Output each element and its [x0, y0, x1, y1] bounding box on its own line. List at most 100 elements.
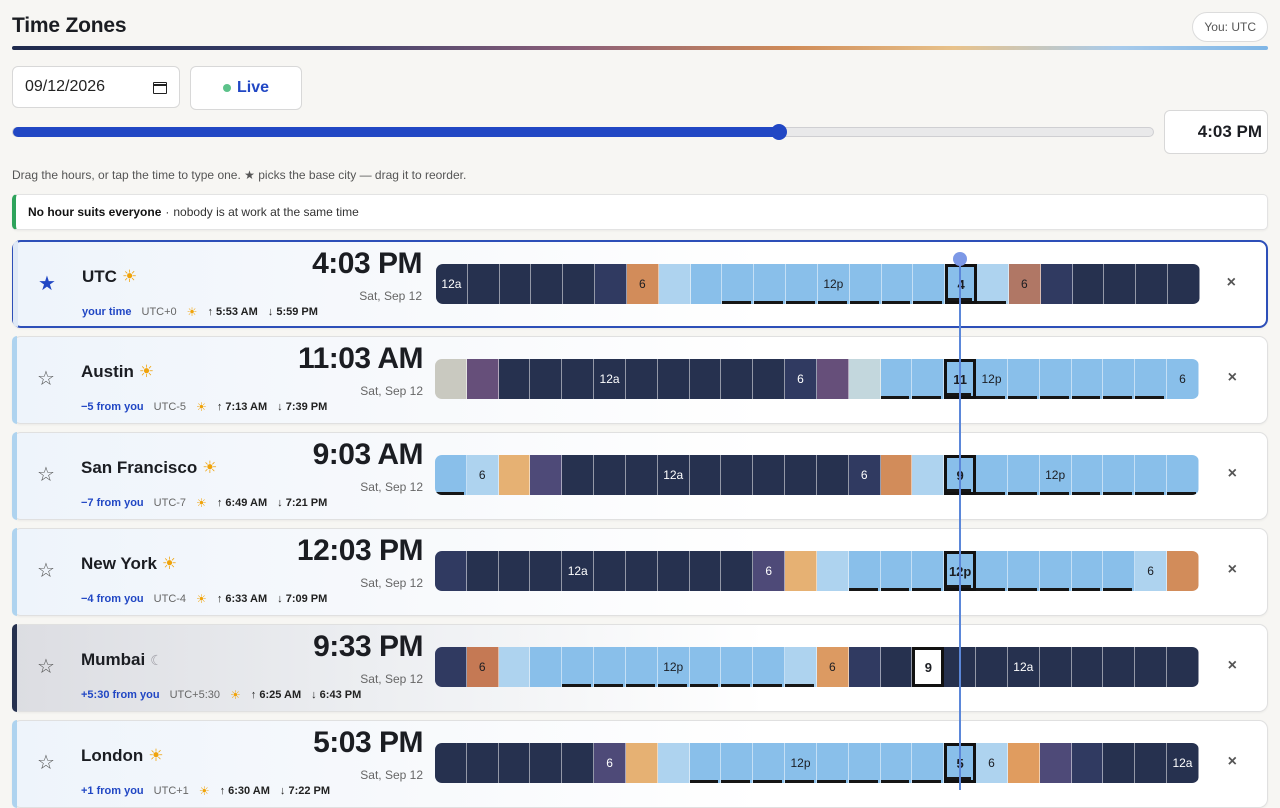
hour-cell[interactable] [1103, 743, 1136, 783]
remove-city-button[interactable]: × [1227, 561, 1237, 578]
hour-cell[interactable]: 6 [626, 264, 659, 304]
hour-cell[interactable] [721, 551, 754, 591]
hour-strip[interactable]: 6 12p 6 9 12a [435, 647, 1199, 687]
hour-cell[interactable] [880, 743, 913, 783]
hour-cell[interactable]: 6 [816, 647, 849, 687]
you-badge[interactable]: You: UTC [1192, 12, 1268, 42]
city-local-time[interactable]: 9:33 PM [313, 630, 423, 663]
hour-cell[interactable] [1071, 647, 1104, 687]
hour-cell[interactable] [530, 455, 563, 495]
hour-cell[interactable] [753, 743, 786, 783]
hour-cell[interactable] [848, 359, 881, 399]
hour-cell[interactable] [499, 264, 532, 304]
hour-cell[interactable] [1135, 455, 1168, 495]
hour-cell[interactable] [1071, 455, 1104, 495]
city-card[interactable]: ☆ New York ☀ −4 from you UTC-4 ☀ ↑ 6:33 AM ↓ 7:… [12, 528, 1268, 616]
remove-city-button[interactable]: × [1226, 274, 1236, 291]
hour-cell[interactable] [562, 359, 595, 399]
hour-cell[interactable] [912, 455, 945, 495]
hour-cell[interactable] [594, 455, 626, 495]
hour-cell[interactable] [1103, 551, 1136, 591]
hour-cell[interactable] [1040, 264, 1073, 304]
hour-cell[interactable] [721, 743, 754, 783]
hour-cell[interactable] [1071, 359, 1104, 399]
hour-cell[interactable] [976, 455, 1008, 495]
hour-cell[interactable] [689, 551, 722, 591]
hour-strip[interactable]: 612a6912p [435, 455, 1199, 495]
current-time-handle[interactable] [953, 252, 967, 266]
hour-cell[interactable] [531, 264, 564, 304]
hour-cell[interactable] [785, 455, 817, 495]
hour-cell[interactable] [625, 647, 658, 687]
hour-cell[interactable] [977, 264, 1009, 304]
hour-cell[interactable] [1039, 647, 1072, 687]
hour-cell[interactable] [562, 647, 595, 687]
hour-cell[interactable] [625, 743, 658, 783]
hour-cell[interactable] [721, 647, 754, 687]
base-city-star-icon[interactable]: ☆ [37, 560, 55, 582]
hour-cell[interactable] [912, 551, 945, 591]
hour-cell[interactable] [912, 359, 945, 399]
hour-cell[interactable]: 12a [562, 551, 595, 591]
city-card[interactable]: ☆ Mumbai ☾ +5:30 from you UTC+5:30 ☀ ↑ 6:25 AM… [12, 624, 1268, 712]
time-slider[interactable] [12, 124, 1154, 140]
hour-cell[interactable]: 12a [657, 455, 690, 495]
hour-cell[interactable] [498, 647, 531, 687]
base-city-star-icon[interactable]: ☆ [37, 752, 55, 774]
hour-cell[interactable] [1103, 647, 1136, 687]
hour-cell[interactable] [1135, 743, 1168, 783]
hour-cell[interactable] [1104, 264, 1137, 304]
hour-cell[interactable] [785, 551, 817, 591]
hour-cell[interactable] [563, 264, 596, 304]
hour-cell[interactable] [722, 264, 755, 304]
hour-cell[interactable] [657, 359, 690, 399]
city-local-time[interactable]: 4:03 PM [312, 247, 422, 280]
hour-cell[interactable] [625, 359, 658, 399]
hour-cell[interactable] [530, 743, 563, 783]
hour-cell[interactable]: 12p [1039, 455, 1072, 495]
hour-cell[interactable] [786, 264, 818, 304]
hour-cell[interactable] [689, 743, 722, 783]
hour-cell[interactable] [754, 264, 787, 304]
hour-cell[interactable] [530, 359, 563, 399]
hour-cell[interactable]: 12a [1007, 647, 1040, 687]
base-city-star-icon[interactable]: ☆ [37, 656, 55, 678]
hour-cell[interactable] [530, 647, 563, 687]
calendar-icon[interactable] [153, 80, 167, 94]
hour-cell[interactable] [1007, 455, 1040, 495]
hour-cell[interactable] [498, 455, 531, 495]
hour-cell[interactable] [912, 743, 945, 783]
city-local-time[interactable]: 5:03 PM [313, 726, 423, 759]
hour-cell[interactable] [1007, 743, 1040, 783]
hour-cell[interactable] [1039, 359, 1072, 399]
hour-cell[interactable] [1135, 647, 1168, 687]
hour-cell[interactable] [1072, 264, 1105, 304]
hour-cell[interactable] [1039, 551, 1072, 591]
hour-cell[interactable] [1167, 647, 1199, 687]
hour-cell[interactable] [498, 743, 531, 783]
hour-cell[interactable] [658, 264, 691, 304]
hour-cell[interactable] [466, 359, 499, 399]
hour-cell[interactable]: 6 [753, 551, 786, 591]
hour-cell[interactable] [1039, 743, 1072, 783]
hour-cell[interactable] [816, 743, 849, 783]
live-button[interactable]: Live [190, 66, 302, 110]
hour-cell[interactable] [466, 743, 499, 783]
city-card[interactable]: ★ UTC ☀ your time UTC+0 ☀ ↑ 5:53 AM ↓ 5:59 PM 4:… [12, 240, 1268, 328]
hour-cell[interactable] [435, 551, 467, 591]
hour-cell[interactable] [1103, 359, 1136, 399]
current-hour-cell[interactable]: 9 [912, 647, 945, 687]
hour-cell[interactable] [848, 743, 881, 783]
hour-cell[interactable] [435, 359, 467, 399]
hour-strip[interactable]: 612p5612a [435, 743, 1199, 783]
hour-cell[interactable] [657, 743, 690, 783]
hour-cell[interactable]: 12p [976, 359, 1008, 399]
hour-cell[interactable] [498, 359, 531, 399]
hour-cell[interactable]: 6 [1167, 359, 1199, 399]
hour-cell[interactable]: 6 [466, 455, 499, 495]
hour-cell[interactable] [785, 647, 817, 687]
hour-cell[interactable] [435, 743, 467, 783]
hour-cell[interactable] [467, 264, 500, 304]
hour-strip[interactable]: 12a61112p6 [435, 359, 1199, 399]
hour-cell[interactable] [1007, 551, 1040, 591]
